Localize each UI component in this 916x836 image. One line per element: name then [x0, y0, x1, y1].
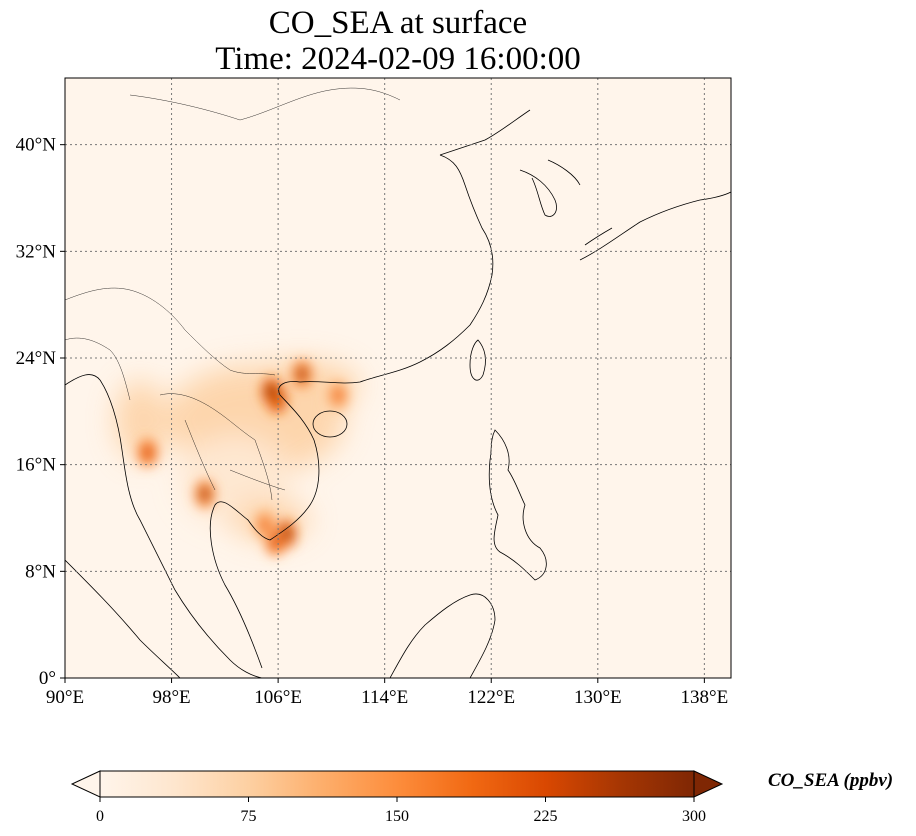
lon-tick-label: 114°E	[361, 687, 408, 708]
colorbar: 0 75 150 225 300	[70, 770, 724, 825]
gridlines	[65, 78, 731, 678]
hotspot-7	[142, 445, 153, 460]
lon-tick-label: 130°E	[574, 687, 622, 708]
lat-tick-label: 40°N	[16, 135, 57, 156]
map-background	[65, 78, 731, 678]
hotspot-5	[259, 517, 270, 532]
colorbar-gradient	[100, 771, 694, 797]
colorbar-extend-max	[693, 770, 724, 798]
colorbar-tick-label: 300	[682, 808, 706, 825]
chart-subtitle: Time: 2024-02-09 16:00:00	[215, 41, 581, 77]
hotspot-1	[266, 384, 277, 399]
hotspot-8	[333, 388, 344, 403]
hotspot-6	[199, 487, 210, 501]
coastlines	[65, 109, 731, 678]
lon-tick-label: 122°E	[467, 687, 515, 708]
country-borders	[65, 87, 401, 501]
colorbar-tick-label: 225	[534, 808, 558, 825]
hotspot-layer	[137, 360, 349, 556]
hotspot-2	[297, 367, 308, 381]
lat-tick-label: 24°N	[16, 348, 57, 369]
lon-tick-label: 98°E	[152, 687, 190, 708]
hotspot-4	[270, 535, 281, 549]
map-frame	[64, 77, 732, 679]
lon-tick-label: 106°E	[254, 687, 302, 708]
lat-tick-label: 8°N	[25, 561, 56, 582]
colorbar-extend-min	[70, 770, 101, 798]
colorbar-label: CO_SEA (ppbv)	[768, 770, 894, 791]
lat-tick-label: 32°N	[16, 241, 57, 262]
lat-tick-label: 0°	[39, 668, 56, 689]
colorbar-tick-label: 150	[385, 808, 409, 825]
colorbar-tick-label: 75	[241, 808, 257, 825]
colorbar-tick-label: 0	[96, 808, 104, 825]
axis-ticks: 90°E 98°E 106°E 114°E 122°E 130°E 138°E 0° 8°N 16…	[16, 135, 729, 708]
lon-tick-label: 90°E	[46, 687, 84, 708]
lon-tick-label: 138°E	[681, 687, 729, 708]
lat-tick-label: 16°N	[16, 455, 57, 476]
chart-title: CO_SEA at surface	[268, 5, 528, 41]
